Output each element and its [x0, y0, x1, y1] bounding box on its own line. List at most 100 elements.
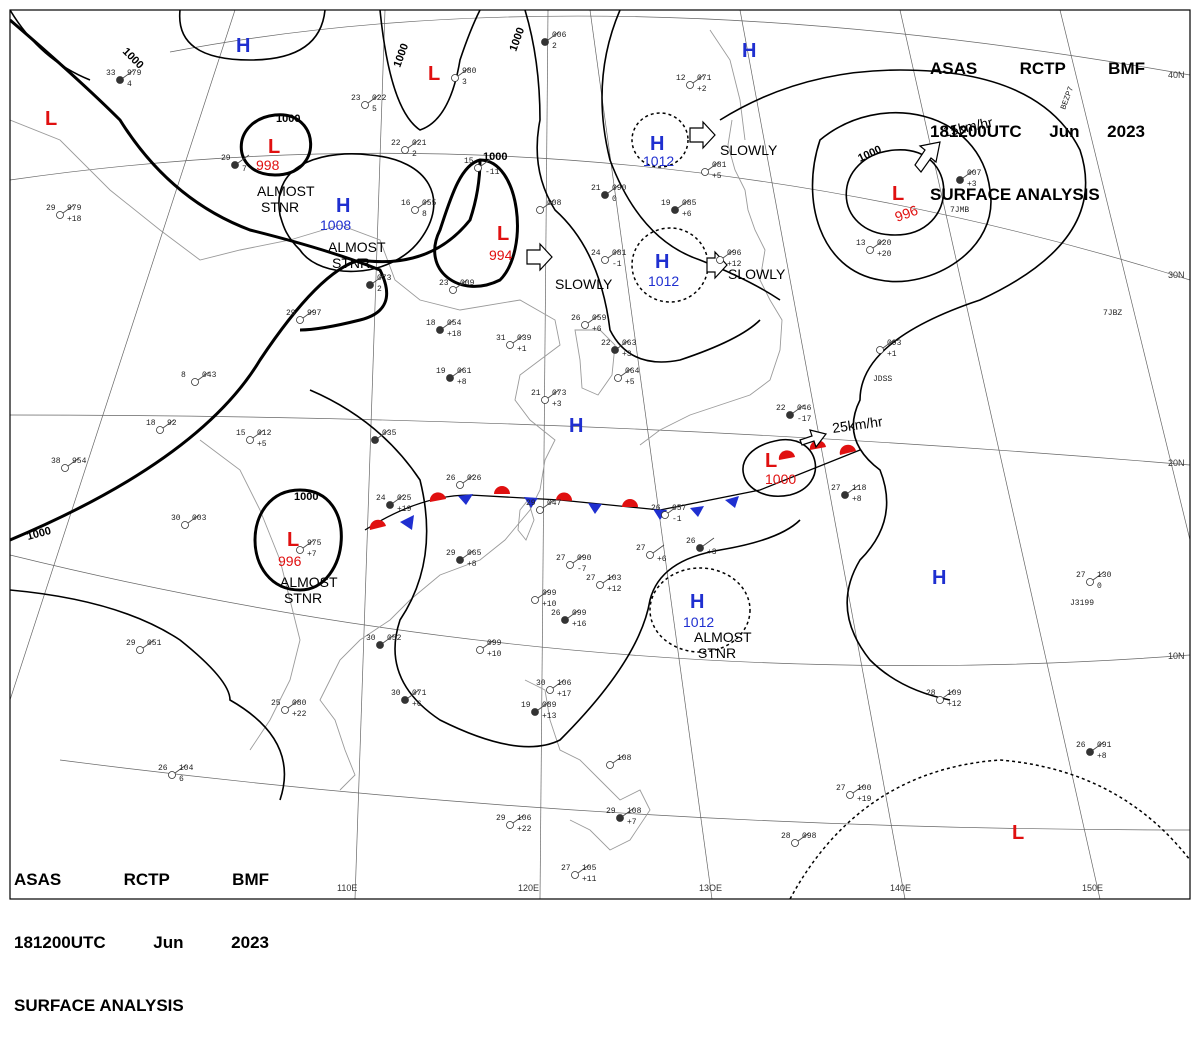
station-p: 108	[627, 807, 642, 816]
header-product: BMF	[232, 870, 269, 889]
isobar-1000-east	[719, 69, 1087, 701]
station-cloud-cover-icon	[231, 161, 239, 169]
header-line-3: SURFACE ANALYSIS	[930, 184, 1145, 205]
station-cloud-cover-icon	[451, 74, 459, 82]
station-p: 099	[572, 609, 587, 618]
station-p: 052	[387, 634, 402, 643]
station-p: 059	[592, 314, 607, 323]
lat-label: 20N	[1168, 458, 1185, 468]
station-l: +22	[517, 825, 532, 834]
isobar-ring-1000-se	[742, 439, 817, 497]
station-plot: 27 +6	[636, 544, 667, 564]
station-cloud-cover-icon	[611, 346, 619, 354]
station-cloud-cover-icon	[56, 211, 64, 219]
station-l: 0	[1097, 582, 1102, 591]
station-p: 071	[697, 74, 712, 83]
station-cloud-cover-icon	[531, 708, 539, 716]
station-cloud-cover-icon	[246, 436, 254, 444]
station-p: 089	[542, 701, 557, 710]
station-wind-barb-icon	[667, 504, 680, 514]
station-p: 081	[612, 249, 627, 258]
station-plot: 15 -11	[464, 157, 500, 177]
station-wind-barb-icon	[187, 514, 200, 524]
station-cloud-cover-icon	[474, 164, 482, 172]
station-t: 27	[636, 544, 646, 553]
station-l: +2	[697, 85, 707, 94]
station-wind-barb-icon	[552, 679, 565, 689]
station-p: 039	[517, 334, 532, 343]
motion-label: 25km/hr	[831, 413, 884, 436]
station-cloud-cover-icon	[116, 76, 124, 84]
station-plot: 19 089 +13	[521, 701, 557, 721]
low-center-symbol: L	[45, 108, 57, 130]
lon-line-120e	[539, 10, 549, 899]
high-pressure-value: 1008	[320, 217, 351, 233]
station-p: 055	[422, 199, 437, 208]
station-l: -7	[577, 565, 587, 574]
station-wind-barb-icon	[407, 139, 420, 149]
station-p: 063	[622, 339, 637, 348]
isobar-ring-996-ne	[845, 149, 945, 236]
station-l: +3	[552, 400, 562, 409]
station-plot: 27 103 +12	[586, 574, 622, 594]
station-wind-barb-icon	[512, 334, 525, 344]
station-l: +5	[257, 440, 267, 449]
isobars	[10, 10, 1087, 801]
low-center-symbol: L	[428, 63, 440, 85]
station-plot: 099+10	[476, 639, 502, 659]
high-center-symbol: H	[742, 40, 756, 62]
station-t: 22	[776, 404, 786, 413]
station-p: 003	[192, 514, 207, 523]
station-wind-barb-icon	[537, 701, 550, 711]
station-l: +7	[627, 818, 637, 827]
station-plot: 30 106 +17	[536, 679, 572, 699]
station-cloud-cover-icon	[686, 81, 694, 89]
station-wind-barb-icon	[382, 634, 395, 644]
front-warm-symbol	[622, 499, 638, 507]
motion-label: SLOWLY	[555, 276, 613, 292]
station-p: 103	[607, 574, 622, 583]
station-wind-barb-icon	[237, 154, 250, 164]
station-cloud-cover-icon	[168, 771, 176, 779]
station-p: 071	[412, 689, 427, 698]
station-plot: 29 051	[126, 639, 162, 654]
front-warm-symbol	[429, 492, 446, 502]
station-p: 047	[547, 499, 562, 508]
station-p: 090	[577, 554, 592, 563]
station-p: 065	[467, 549, 482, 558]
station-plot: 27 090 -7	[556, 554, 592, 574]
station-t: 15	[236, 429, 246, 438]
station-l: +16	[572, 620, 587, 629]
header-title: SURFACE ANALYSIS	[930, 185, 1100, 204]
station-t: 21	[591, 184, 601, 193]
station-wind-barb-icon	[707, 161, 720, 171]
station-wind-barb-icon	[462, 474, 475, 484]
station-wind-barb-icon	[792, 404, 805, 414]
station-p: 118	[852, 484, 867, 493]
station-p: 975	[307, 539, 322, 548]
isobar-label: 1000	[483, 151, 507, 163]
station-l: 2	[552, 42, 557, 51]
motion-arrow-icon	[526, 242, 553, 272]
isobar-upper-west	[10, 10, 91, 81]
station-t: 28	[781, 832, 791, 841]
station-cloud-cover-icon	[191, 378, 199, 386]
station-wind-barb-icon	[287, 699, 300, 709]
station-wind-barb-icon	[607, 249, 620, 259]
station-cloud-cover-icon	[456, 481, 464, 489]
motion-label: ALMOST STNR	[328, 239, 386, 271]
station-p: 064	[625, 367, 640, 376]
header-center: RCTP	[1019, 59, 1066, 78]
lon-label: 120E	[518, 883, 539, 893]
station-plot: 035	[371, 429, 397, 444]
station-plot: 26 026	[446, 474, 482, 489]
station-wind-barb-icon	[587, 314, 600, 324]
station-cloud-cover-icon	[371, 436, 379, 444]
isobar-1000-southwest	[10, 589, 286, 801]
station-cloud-cover-icon	[476, 646, 484, 654]
high-center-symbol: H	[569, 415, 583, 437]
station-l: +3	[707, 548, 717, 557]
station-wind-barb-icon	[482, 639, 495, 649]
station-cloud-cover-icon	[436, 326, 444, 334]
